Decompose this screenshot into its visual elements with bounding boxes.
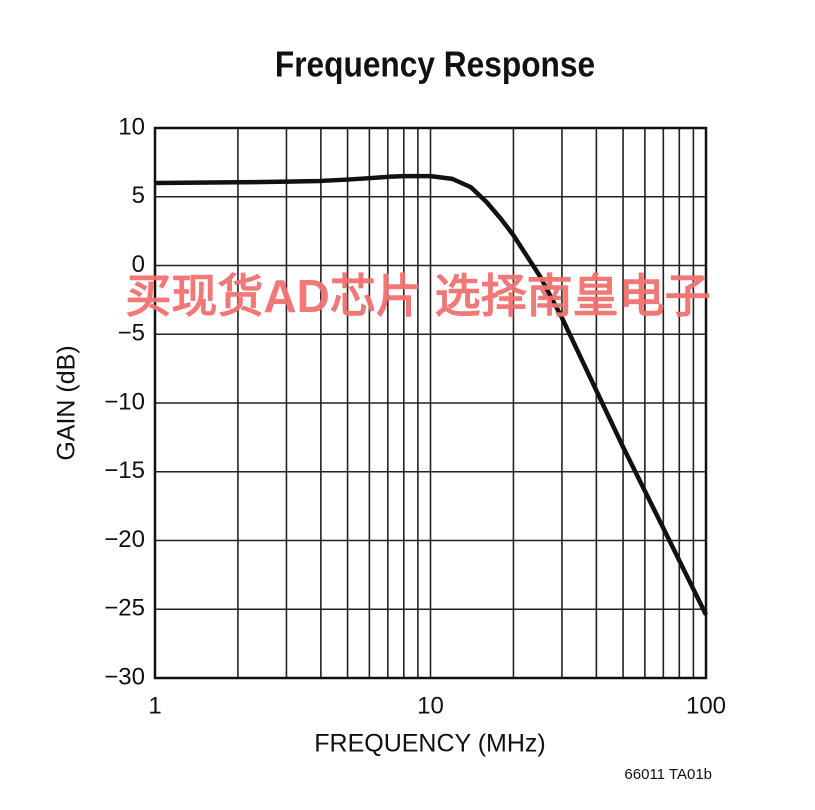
chart-title: Frequency Response	[275, 45, 595, 85]
y-tick-label: 0	[132, 251, 145, 278]
x-tick-label: 10	[417, 692, 444, 719]
y-tick-label: −25	[104, 595, 145, 622]
y-tick-label: −5	[118, 320, 145, 347]
y-tick-label: −30	[104, 663, 145, 690]
x-tick-label: 1	[148, 692, 161, 719]
footnote: 66011 TA01b	[624, 766, 712, 783]
y-tick-label: −15	[104, 457, 145, 484]
y-axis-label: GAIN (dB)	[53, 345, 81, 460]
y-tick-label: −10	[104, 388, 145, 415]
watermark: 买现货AD芯片 选择南皇电子	[125, 270, 710, 322]
plot-frame	[153, 126, 708, 680]
x-axis-label: FREQUENCY (MHz)	[314, 730, 545, 758]
y-tick-label: 5	[132, 182, 145, 209]
y-tick-label: −20	[104, 526, 145, 553]
line	[154, 173, 709, 616]
x-tick-label: 100	[686, 692, 726, 719]
y-tick-label: 10	[118, 113, 145, 140]
